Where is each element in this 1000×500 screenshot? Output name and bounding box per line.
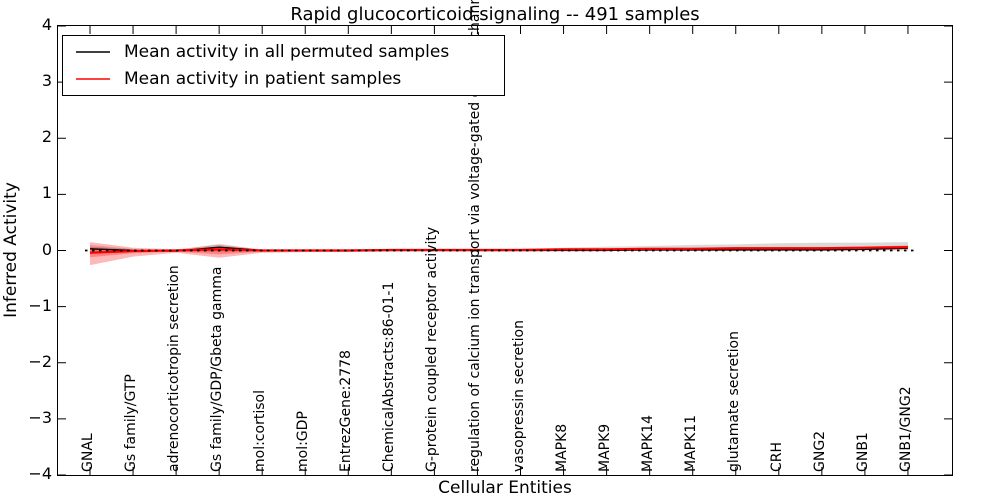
legend: Mean activity in all permuted samples Mea… bbox=[62, 35, 505, 96]
y-tick-label: 4 bbox=[41, 15, 52, 34]
x-tick-label: vasopressin secretion bbox=[510, 320, 527, 472]
y-tick-label: −4 bbox=[28, 464, 52, 483]
legend-line-sample-black bbox=[76, 50, 110, 53]
legend-entry-label: Mean activity in all permuted samples bbox=[124, 41, 450, 62]
x-tick-label: G-protein coupled receptor activity bbox=[424, 226, 441, 472]
x-tick-label: adrenocorticotropin secretion bbox=[166, 265, 183, 472]
y-tick-label: 1 bbox=[41, 183, 52, 203]
legend-entry: Mean activity in all permuted samples bbox=[76, 38, 504, 65]
y-tick-label: 3 bbox=[41, 71, 52, 91]
y-tick-label: 0 bbox=[41, 239, 52, 259]
plot-canvas bbox=[58, 26, 952, 475]
x-tick-label: CRH bbox=[768, 441, 785, 472]
x-tick-label: MAPK11 bbox=[682, 414, 699, 472]
y-tick-label: −1 bbox=[28, 295, 52, 315]
plot-area bbox=[57, 25, 953, 476]
y-tick-label: −3 bbox=[28, 407, 52, 427]
x-tick-label: mol:GDP bbox=[295, 411, 312, 472]
x-tick-label: ChemicalAbstracts:86-01-1 bbox=[381, 281, 398, 472]
x-tick-label: GNG2 bbox=[811, 430, 828, 472]
y-tick-label: −2 bbox=[28, 351, 52, 371]
legend-line-sample-red bbox=[76, 78, 110, 81]
x-tick-label: GNB1 bbox=[854, 432, 871, 472]
y-tick-label: 2 bbox=[41, 127, 52, 147]
x-tick-label: GNB1/GNG2 bbox=[897, 386, 914, 472]
x-axis-label: Cellular Entities bbox=[438, 478, 572, 498]
legend-entry: Mean activity in patient samples bbox=[76, 66, 504, 93]
x-tick-label: MAPK8 bbox=[553, 423, 570, 472]
x-tick-label: Gs family/GDP/Gbeta gamma bbox=[209, 266, 226, 473]
x-tick-label: Gs family/GTP bbox=[123, 374, 140, 472]
x-tick-label: EntrezGene:2778 bbox=[338, 350, 355, 472]
legend-entry-label: Mean activity in patient samples bbox=[124, 69, 402, 90]
x-tick-label: GNAL bbox=[80, 433, 96, 472]
x-tick-label: mol:cortisol bbox=[252, 390, 269, 472]
x-tick-label: MAPK14 bbox=[639, 414, 656, 472]
x-tick-label: glutamate secretion bbox=[725, 331, 742, 472]
x-tick-label: MAPK9 bbox=[596, 423, 613, 472]
chart-title: Rapid glucocorticoid signaling -- 491 sa… bbox=[290, 4, 700, 25]
